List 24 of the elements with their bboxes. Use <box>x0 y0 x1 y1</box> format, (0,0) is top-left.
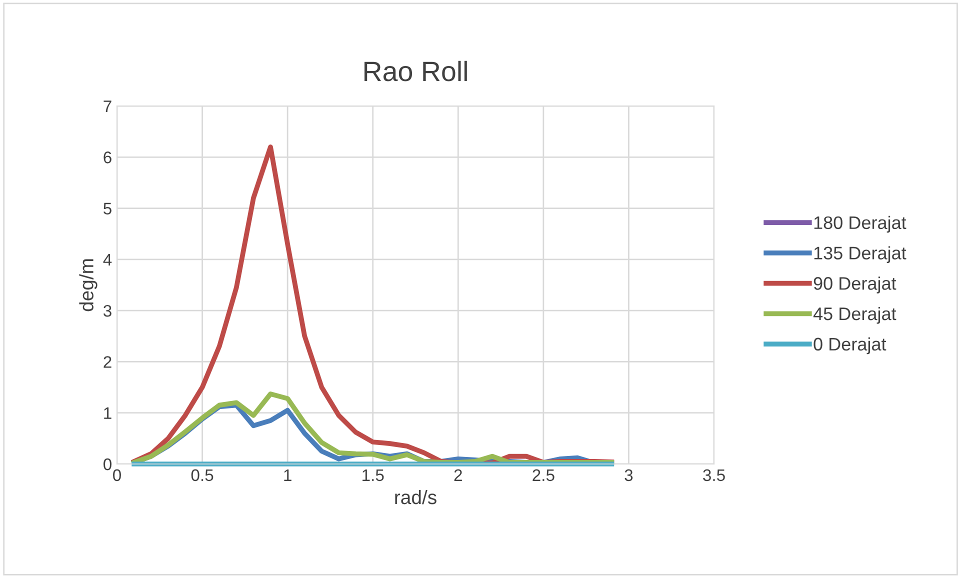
x-tick-label: 1.5 <box>362 469 384 482</box>
x-tick-label: 1 <box>284 469 292 481</box>
x-tick-label: 2.5 <box>532 469 554 482</box>
legend-label: 180 Derajat <box>814 216 906 233</box>
y-axis-title: deg/m <box>79 259 98 312</box>
y-tick-label: 2 <box>104 356 112 368</box>
legend-label: 90 Derajat <box>814 276 896 294</box>
legend-label: 0 Derajat <box>814 337 886 354</box>
y-tick-label: 5 <box>104 202 112 214</box>
y-tick-label: 7 <box>104 100 112 112</box>
x-tick-label: 0 <box>113 469 121 482</box>
x-tick-label: 0.5 <box>191 469 214 482</box>
legend-label: 45 Derajat <box>813 306 896 324</box>
y-tick-label: 0 <box>104 458 112 470</box>
y-tick-label: 4 <box>103 254 112 266</box>
y-tick-label: 3 <box>104 304 112 317</box>
y-tick-label: 6 <box>104 152 112 164</box>
chart-title: Rao Roll <box>364 60 467 82</box>
legend-label: 135 Derajat <box>814 246 906 264</box>
x-tick-label: 3.5 <box>703 469 725 482</box>
x-axis-title: rad/s <box>395 490 436 504</box>
y-tick-label: 1 <box>104 407 112 419</box>
x-tick-label: 2 <box>454 469 462 481</box>
x-tick-label: 3 <box>624 469 633 482</box>
